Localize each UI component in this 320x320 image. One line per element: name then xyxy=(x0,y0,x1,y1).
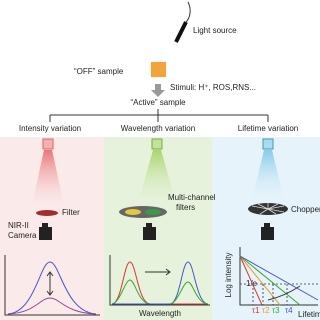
axes xyxy=(239,247,318,306)
light-source xyxy=(174,21,188,43)
y-axis-label: Log intensity xyxy=(224,253,233,298)
arrow xyxy=(151,84,165,97)
light-cone xyxy=(138,150,176,203)
x-axis-label: Lifetime xyxy=(298,310,320,319)
camera xyxy=(264,223,270,227)
camera-label: NIR-II xyxy=(8,221,29,230)
sample xyxy=(42,138,54,150)
filter-label: Filter xyxy=(62,208,80,217)
tau-label: τ1 xyxy=(252,306,260,315)
arrow xyxy=(145,268,171,276)
panel-title: Intensity variation xyxy=(19,124,81,133)
light-source-label: Light source xyxy=(193,26,237,35)
camera xyxy=(143,227,156,240)
sample xyxy=(151,138,163,150)
curve xyxy=(111,279,151,305)
light-cone xyxy=(32,150,64,205)
curve xyxy=(112,261,209,305)
filter xyxy=(125,209,141,215)
cable xyxy=(185,1,191,23)
decay xyxy=(239,255,263,306)
arrow xyxy=(46,271,54,296)
panel-title: Lifetime variation xyxy=(238,124,298,133)
camera xyxy=(42,223,48,227)
multi-filter xyxy=(119,206,167,218)
marker-label: 1/e xyxy=(246,279,258,288)
tau-label: τ2 xyxy=(262,306,270,315)
tree-lines xyxy=(49,109,269,122)
camera xyxy=(146,223,152,227)
off-sample xyxy=(151,62,166,77)
decay xyxy=(239,255,319,301)
curve xyxy=(7,261,97,315)
x-axis-label: Wavelength xyxy=(139,309,181,318)
camera xyxy=(39,227,52,240)
curve xyxy=(7,297,97,315)
off-sample-label: “OFF” sample xyxy=(74,67,124,76)
filter xyxy=(36,210,58,216)
axes xyxy=(109,255,210,306)
arrow xyxy=(267,285,301,301)
decay xyxy=(239,255,301,306)
chopper-slots xyxy=(251,203,285,215)
chopper-label: Chopper xyxy=(291,205,320,214)
tau-label: τ4 xyxy=(285,306,293,315)
filter-label: Multi-channel xyxy=(168,193,216,202)
filter-label: filters xyxy=(176,203,195,212)
axes xyxy=(4,255,100,316)
panel-title: Wavelength variation xyxy=(121,124,195,133)
curve xyxy=(169,281,209,305)
sample xyxy=(262,138,274,150)
camera-label: Camera xyxy=(8,231,37,240)
camera xyxy=(261,227,274,240)
filter xyxy=(145,209,161,215)
curve xyxy=(111,261,208,305)
stimuli-label: Stimuli: H⁺, ROS,RNS... xyxy=(170,83,256,92)
light-cone xyxy=(252,150,284,200)
active-sample-label: “Active” sample xyxy=(130,98,186,107)
tau-label: τ3 xyxy=(272,306,280,315)
